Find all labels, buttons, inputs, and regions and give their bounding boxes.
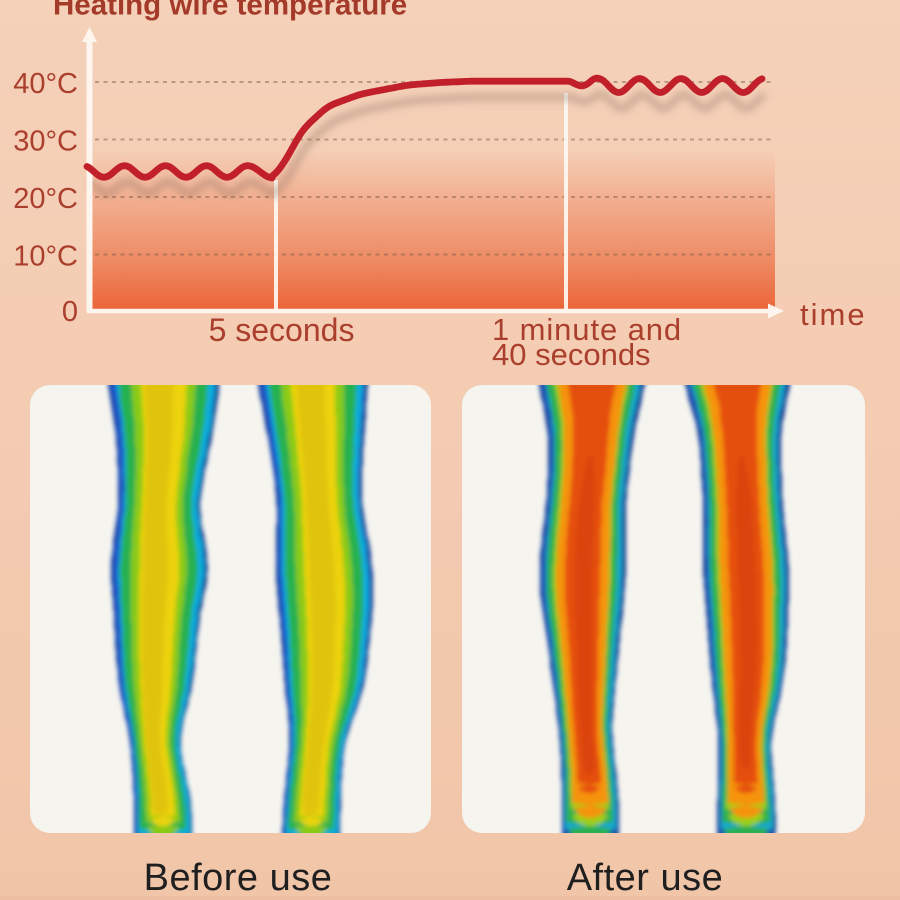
svg-text:time: time <box>800 297 867 332</box>
svg-text:30°C: 30°C <box>13 126 78 158</box>
svg-text:Heating wire temperature: Heating wire temperature <box>53 0 407 22</box>
svg-text:40 seconds: 40 seconds <box>492 337 651 372</box>
svg-text:1 minute and: 1 minute and <box>492 312 682 347</box>
svg-text:5 seconds: 5 seconds <box>209 312 355 348</box>
svg-text:40°C: 40°C <box>13 68 78 100</box>
svg-text:10°C: 10°C <box>13 241 78 273</box>
svg-text:0: 0 <box>62 296 78 328</box>
svg-text:20°C: 20°C <box>13 183 78 215</box>
svg-text:After use: After use <box>567 857 724 899</box>
svg-text:Before use: Before use <box>144 857 333 899</box>
